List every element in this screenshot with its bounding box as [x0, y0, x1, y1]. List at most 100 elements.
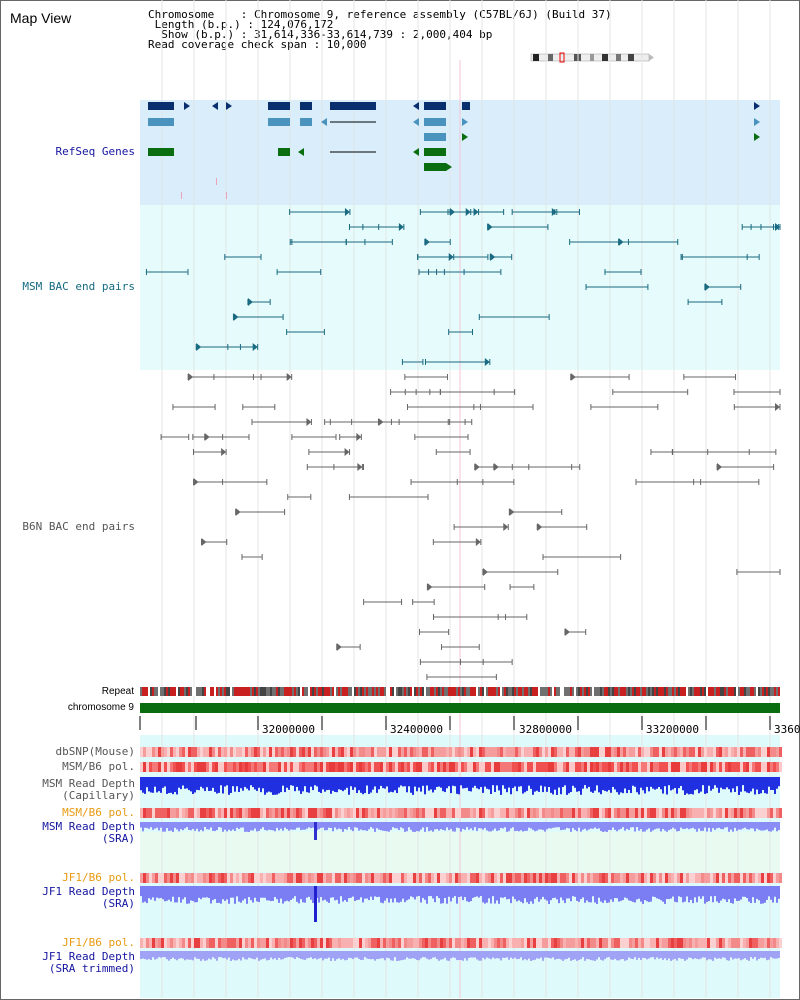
heat-cell: [551, 873, 554, 883]
heat-cell: [641, 808, 644, 818]
depth-bar: [538, 822, 540, 830]
depth-bar: [450, 886, 452, 902]
depth-bar: [776, 822, 778, 832]
heat-cell: [431, 873, 434, 883]
depth-bar: [218, 886, 220, 903]
heat-cell: [557, 808, 560, 818]
heat-cell: [623, 762, 626, 772]
repeat-bar: [740, 687, 742, 696]
bac-end-arrow: [336, 643, 342, 651]
heat-cell: [470, 808, 473, 818]
depth-bar: [646, 822, 648, 830]
heat-cell: [572, 873, 575, 883]
depth-bar: [194, 886, 196, 903]
heat-cell: [143, 873, 146, 883]
heat-cell: [407, 938, 410, 948]
depth-bar: [718, 886, 720, 903]
label-msm-bac-end-pairs[interactable]: MSM BAC end pairs: [22, 280, 135, 293]
depth-bar: [206, 777, 208, 788]
depth-bar: [542, 951, 544, 961]
heat-cell: [401, 938, 404, 948]
heat-cell: [596, 938, 599, 948]
depth-bar: [334, 822, 336, 828]
depth-bar: [372, 886, 374, 900]
depth-bar: [614, 886, 616, 899]
heat-cell: [596, 808, 599, 818]
heat-cell: [515, 762, 518, 772]
depth-bar: [198, 777, 200, 791]
heat-cell: [704, 873, 707, 883]
heat-cell: [359, 873, 362, 883]
heat-cell: [584, 873, 587, 883]
heat-cell: [704, 808, 707, 818]
depth-bar: [414, 951, 416, 959]
depth-bar: [312, 886, 314, 904]
heat-cell: [548, 762, 551, 772]
heat-cell: [365, 938, 368, 948]
heat-cell: [359, 808, 362, 818]
depth-bar: [156, 822, 158, 828]
repeat-bar: [656, 687, 658, 696]
heat-cell: [182, 747, 185, 757]
heat-cell: [605, 808, 608, 818]
depth-bar: [426, 777, 428, 786]
heat-cell: [611, 938, 614, 948]
depth-bar: [140, 951, 142, 959]
label-b6n-bac-end-pairs[interactable]: B6N BAC end pairs: [22, 520, 135, 533]
heat-cell: [152, 762, 155, 772]
depth-bar: [472, 777, 474, 788]
repeat-bar: [754, 687, 756, 696]
depth-bar: [482, 886, 484, 903]
depth-bar: [652, 777, 654, 789]
depth-bar: [236, 886, 238, 897]
heat-cell: [311, 873, 314, 883]
repeat-bar: [488, 687, 490, 696]
depth-bar: [434, 951, 436, 958]
depth-bar: [188, 777, 190, 791]
depth-bar: [234, 951, 236, 961]
depth-bar: [764, 777, 766, 794]
heat-cell: [551, 938, 554, 948]
heat-cell: [386, 762, 389, 772]
depth-bar: [592, 822, 594, 829]
bac-end-arrow: [503, 523, 509, 531]
depth-bar: [420, 822, 422, 830]
depth-bar: [674, 886, 676, 902]
depth-bar: [266, 886, 268, 901]
heat-cell: [713, 762, 716, 772]
depth-bar: [624, 822, 626, 831]
heat-cell: [629, 873, 632, 883]
depth-bar: [202, 951, 204, 960]
depth-bar: [244, 777, 246, 787]
depth-bar: [678, 822, 680, 831]
depth-bar: [630, 951, 632, 959]
depth-bar: [186, 777, 188, 789]
heat-cell: [233, 808, 236, 818]
repeat-bar: [408, 687, 410, 696]
depth-bar: [602, 886, 604, 903]
repeat-bar: [704, 687, 706, 696]
depth-bar: [370, 951, 372, 960]
heat-cell: [626, 938, 629, 948]
repeat-bar: [188, 687, 190, 696]
depth-bar: [674, 777, 676, 788]
depth-bar: [434, 886, 436, 903]
repeat-bar: [750, 687, 752, 696]
depth-bar: [498, 951, 500, 959]
heat-cell: [158, 747, 161, 757]
depth-bar: [494, 886, 496, 904]
heat-cell: [695, 808, 698, 818]
label-refseq-genes[interactable]: RefSeq Genes: [55, 145, 135, 158]
depth-bar: [564, 951, 566, 960]
depth-bar: [644, 777, 646, 794]
heat-cell: [173, 762, 176, 772]
heat-cell: [314, 873, 317, 883]
depth-bar: [400, 951, 402, 961]
heat-cell: [542, 747, 545, 757]
heat-cell: [233, 762, 236, 772]
heat-cell: [284, 762, 287, 772]
depth-bar: [756, 822, 758, 829]
heat-cell: [158, 762, 161, 772]
depth-bar: [680, 951, 682, 959]
